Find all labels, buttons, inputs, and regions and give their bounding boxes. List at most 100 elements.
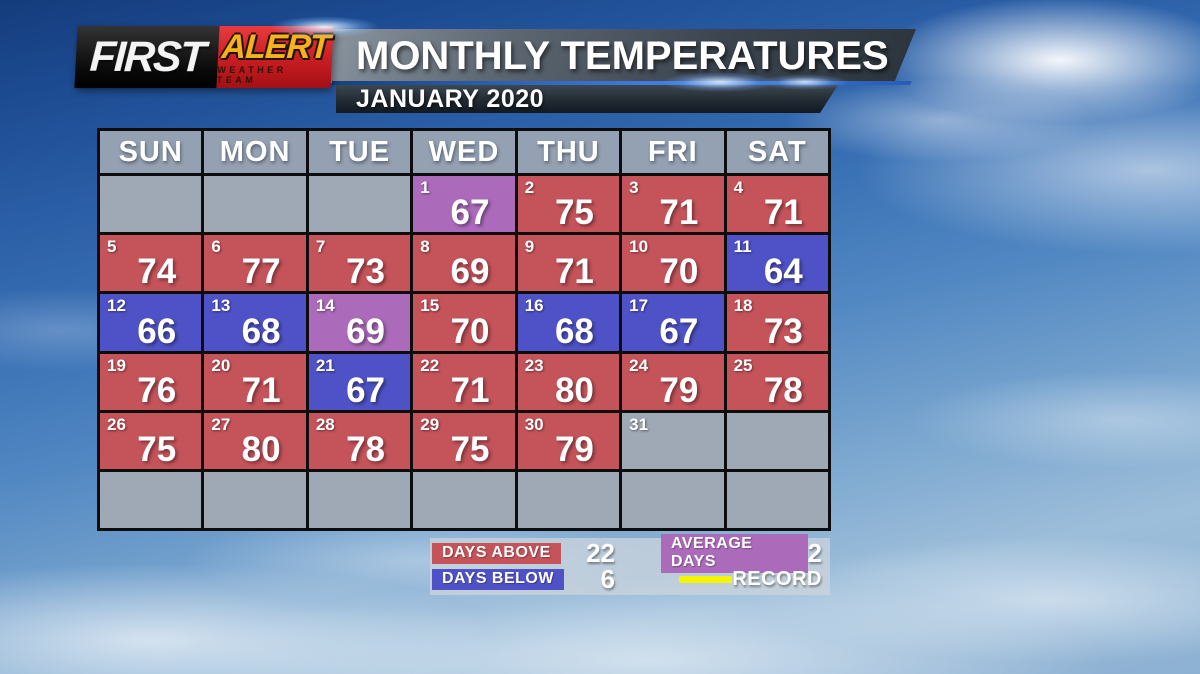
temperature-value: 76	[137, 370, 177, 410]
day-number: 1	[420, 178, 430, 197]
day-header-thu: THU	[517, 131, 620, 173]
day-header-label: SAT	[747, 135, 807, 168]
calendar-day-cell: 30 79	[517, 412, 620, 469]
temperature-value: 71	[659, 193, 699, 233]
temperature-value: 78	[763, 370, 803, 410]
day-number: 4	[733, 178, 744, 197]
logo-alert-text: ALERT	[220, 28, 331, 67]
temperature-value: 69	[346, 311, 386, 351]
calendar-day-cell	[100, 471, 202, 528]
calendar-day-cell: 27 80	[204, 412, 306, 469]
day-number: 27	[211, 414, 231, 434]
month-subtitle: JANUARY 2020	[356, 84, 545, 113]
calendar-day-cell: 14 69	[308, 294, 411, 351]
logo-weather-team-text: WEATHER TEAM	[216, 64, 287, 85]
temperature-value: 80	[241, 429, 281, 469]
temperature-value: 68	[241, 311, 281, 351]
day-header-label: WED	[428, 135, 500, 168]
day-header-sun: SUN	[100, 131, 202, 173]
subtitle-banner: JANUARY 2020	[336, 85, 838, 113]
day-number: 19	[107, 355, 126, 375]
temperature-value: 77	[241, 252, 281, 292]
calendar-day-cell	[204, 471, 306, 528]
record-line-icon	[679, 576, 733, 583]
calendar-day-cell: 22 71	[413, 353, 515, 410]
day-header-label: THU	[537, 135, 600, 168]
day-number: 16	[524, 296, 544, 316]
day-number: 11	[733, 237, 752, 257]
day-header-label: FRI	[647, 135, 698, 168]
day-number: 13	[211, 296, 231, 316]
calendar-day-cell: 31	[622, 412, 724, 469]
legend-right-column: AVERAGE DAYS 2 RECORD	[647, 534, 832, 591]
calendar-day-cell: 2 75	[517, 176, 620, 233]
day-header-sat: SAT	[726, 131, 828, 173]
temperature-value: 70	[659, 252, 699, 292]
legend-left-column: DAYS ABOVE 22 DAYS BELOW 6	[432, 538, 647, 594]
day-header-fri: FRI	[622, 131, 724, 173]
days-above-chip: DAYS ABOVE	[432, 543, 561, 564]
calendar-day-cell	[100, 176, 202, 233]
calendar-day-cell: 5 74	[100, 235, 202, 292]
day-number: 2	[524, 178, 535, 197]
calendar-day-cell: 23 80	[517, 353, 620, 410]
calendar-day-cell: 18 73	[726, 294, 828, 351]
calendar-day-cell: 11 64	[726, 235, 828, 292]
temperature-value: 71	[450, 370, 490, 410]
first-alert-logo: FIRST ALERT WEATHER TEAM	[74, 26, 334, 88]
calendar-day-cell: 17 67	[622, 294, 724, 351]
temperature-value: 73	[346, 252, 386, 292]
day-header-label: MON	[219, 135, 291, 168]
calendar-day-cell: 28 78	[308, 412, 411, 469]
average-days-count: 2	[807, 538, 822, 568]
calendar-day-cell: 9 71	[517, 235, 620, 292]
calendar-day-cell: 13 68	[204, 294, 306, 351]
page-title: MONTHLY TEMPERATURES	[356, 33, 889, 78]
day-number: 15	[420, 296, 440, 316]
days-below-chip: DAYS BELOW	[432, 569, 564, 590]
days-above-count: 22	[586, 538, 615, 568]
days-below-count: 6	[600, 564, 615, 594]
day-number: 21	[315, 355, 335, 375]
calendar-day-cell: 19 76	[100, 353, 202, 410]
calendar-day-cell: 15 70	[413, 294, 515, 351]
temperature-value: 64	[763, 252, 803, 292]
temperature-value: 75	[554, 193, 594, 233]
temperature-value: 79	[659, 370, 699, 410]
calendar-day-cell	[308, 176, 411, 233]
day-number: 8	[420, 237, 430, 257]
day-number: 3	[629, 178, 639, 197]
day-number: 23	[524, 355, 544, 375]
calendar-day-cell: 3 71	[622, 176, 724, 233]
day-number: 30	[524, 414, 544, 434]
calendar-day-cell: 12 66	[100, 294, 202, 351]
day-number: 29	[420, 414, 440, 434]
calendar-day-cell	[726, 412, 828, 469]
logo-alert-box: ALERT WEATHER TEAM	[216, 26, 334, 88]
calendar-day-cell: 16 68	[517, 294, 620, 351]
legend-record-row: RECORD	[647, 568, 832, 591]
day-number: 14	[315, 296, 335, 316]
temperature-value: 79	[554, 429, 594, 469]
day-number: 12	[107, 296, 126, 316]
temperature-value: 68	[554, 311, 594, 351]
legend-days-above-row: DAYS ABOVE 22	[432, 538, 647, 568]
calendar-day-cell: 21 67	[308, 353, 411, 410]
calendar-day-cell: 25 78	[726, 353, 828, 410]
calendar-day-cell	[622, 471, 724, 528]
calendar-day-cell	[204, 176, 306, 233]
temperature-value: 75	[137, 429, 177, 469]
temperature-value: 80	[554, 370, 594, 410]
legend-panel: DAYS ABOVE 22 DAYS BELOW 6 AVERAGE DAYS …	[430, 534, 832, 595]
day-number: 22	[420, 355, 440, 375]
day-number: 5	[107, 237, 117, 257]
day-header-mon: MON	[204, 131, 306, 173]
day-number: 10	[629, 237, 649, 257]
average-days-chip: AVERAGE DAYS	[661, 534, 808, 573]
legend-days-below-row: DAYS BELOW 6	[432, 564, 647, 594]
calendar-day-cell: 20 71	[204, 353, 306, 410]
calendar-day-cell: 1 67	[413, 176, 515, 233]
title-banner: MONTHLY TEMPERATURES	[330, 29, 916, 83]
day-number: 7	[315, 237, 326, 257]
